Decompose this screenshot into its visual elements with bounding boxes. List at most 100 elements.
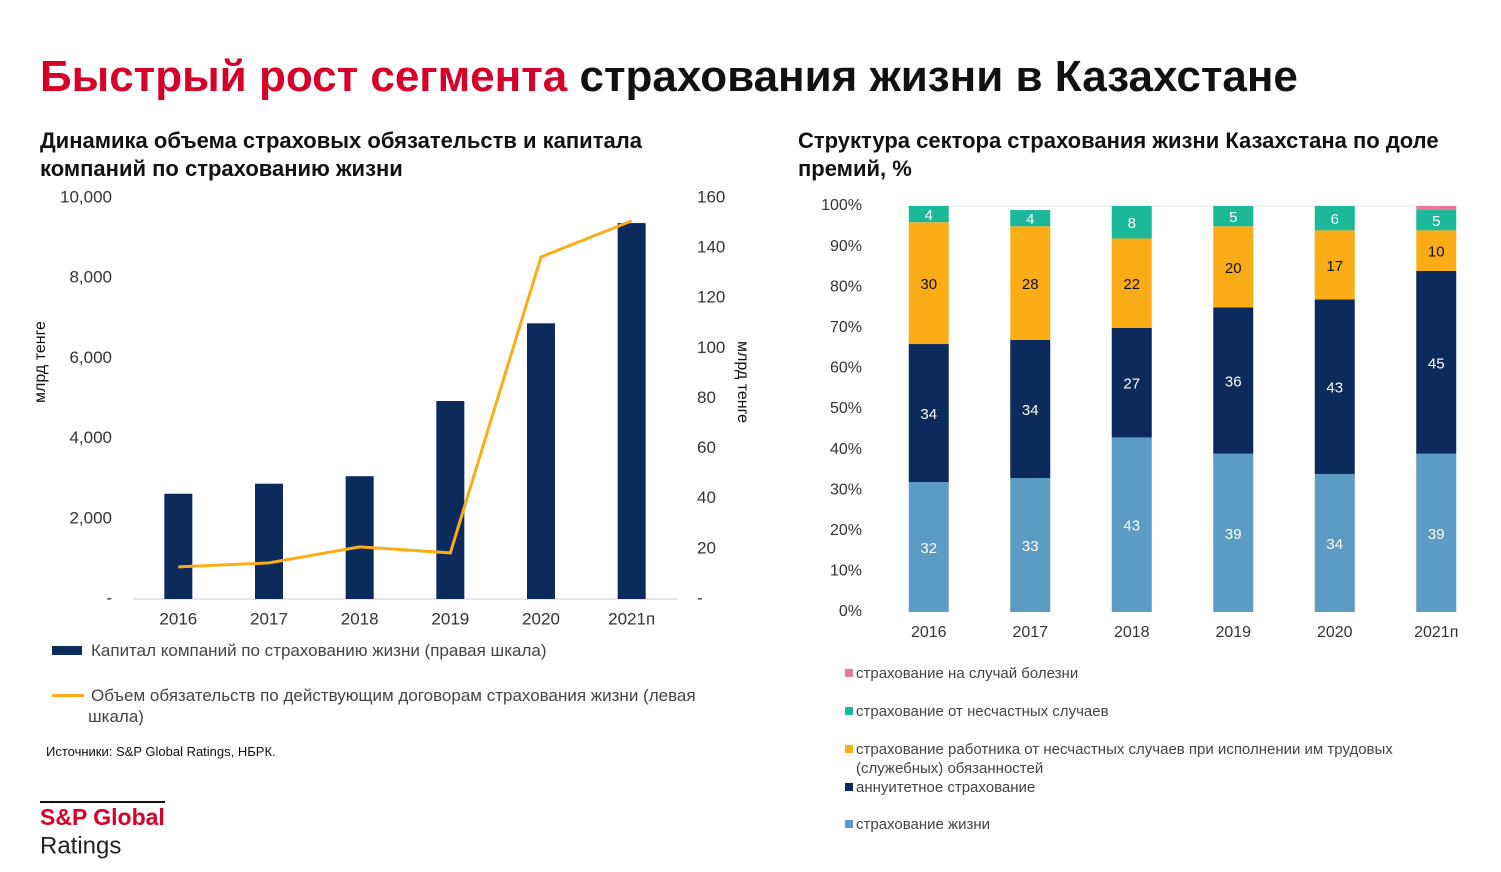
y2-axis-label: млрд тенге — [734, 341, 751, 423]
bar-segment — [908, 482, 949, 612]
y2-tick-label: 40 — [697, 488, 716, 507]
value-label: 32 — [920, 540, 937, 557]
x-tick-label: 2019 — [1215, 624, 1251, 641]
bar-segment — [1213, 206, 1254, 227]
y-tick-label: 60% — [830, 360, 862, 377]
bar — [255, 483, 283, 599]
legend-label: страхование на случай болезни — [856, 665, 1079, 682]
value-label: 28 — [1022, 276, 1039, 293]
y-tick-label: 6,000 — [69, 348, 112, 367]
x-tick-label: 2017 — [1012, 624, 1048, 641]
x-tick-label: 2019 — [431, 609, 469, 628]
legend-label: аннуитетное страхование — [856, 779, 1036, 796]
legend-marker — [845, 669, 853, 677]
legend-label: страхование от несчастных случаев — [856, 703, 1109, 720]
y-tick-label: 4,000 — [69, 428, 112, 447]
bar — [436, 401, 465, 599]
x-tick-label: 2018 — [1114, 624, 1150, 641]
legend-marker — [845, 783, 853, 791]
value-label: 43 — [1123, 518, 1140, 535]
y-tick-label: 10% — [830, 563, 862, 580]
value-label: 30 — [920, 276, 937, 293]
bar-segment — [1314, 299, 1355, 474]
bar-segment — [1111, 437, 1152, 612]
chart-title: Динамика объема страховых обязательств и… — [40, 128, 642, 181]
x-tick-label: 2017 — [250, 609, 288, 628]
main-title: Быстрый рост сегмента страхования жизни … — [40, 52, 1298, 102]
bar-segment — [1010, 478, 1051, 612]
legend-marker — [52, 646, 82, 655]
value-label: 34 — [1022, 402, 1039, 419]
value-label: 4 — [1026, 211, 1034, 228]
x-tick-label: 2020 — [1317, 624, 1353, 641]
y-tick-label: 90% — [830, 238, 862, 255]
x-tick-label: 2016 — [911, 624, 947, 641]
legend-marker — [52, 694, 84, 697]
value-label: 34 — [1326, 536, 1343, 553]
line — [178, 219, 633, 569]
bar-segment — [1010, 210, 1051, 227]
bar — [345, 476, 374, 599]
legend-label: Объем обязательств по действующим догово… — [88, 686, 696, 726]
title-red: Быстрый рост сегмента — [40, 52, 568, 101]
y2-tick-label: 160 — [697, 187, 725, 206]
bar-segment — [1416, 210, 1457, 231]
value-label: 33 — [1022, 538, 1039, 555]
y-tick-label: - — [106, 588, 112, 607]
bar-segment — [1314, 230, 1355, 300]
bar-segment — [1416, 230, 1457, 271]
bar-segment — [1111, 238, 1152, 328]
x-tick-label: 2016 — [159, 609, 197, 628]
chart-title: Структура сектора страхования жизни Каза… — [798, 128, 1439, 181]
bar-segment — [1213, 307, 1254, 454]
source-note: Источники: S&P Global Ratings, НБРК. — [46, 744, 276, 759]
title-black: страхования жизни в Казахстане — [579, 52, 1298, 101]
bar-segment — [1416, 453, 1457, 612]
value-label: 27 — [1123, 376, 1140, 393]
x-tick-label: 2021п — [608, 609, 655, 628]
bar-segment — [1213, 226, 1254, 308]
y-tick-label: 10,000 — [60, 187, 112, 206]
bar-segment — [908, 344, 949, 483]
y2-tick-label: 140 — [697, 238, 725, 257]
y-tick-label: 2,000 — [69, 508, 112, 527]
y-tick-label: 30% — [830, 481, 862, 498]
logo-line2: Ratings — [40, 832, 121, 859]
logo-line1: S&P Global — [40, 804, 165, 830]
bar-segment — [1314, 206, 1355, 231]
legend-marker — [845, 820, 853, 828]
legend-marker — [845, 707, 853, 715]
value-label: 10 — [1428, 244, 1445, 261]
x-tick-label: 2018 — [341, 609, 379, 628]
value-label: 5 — [1432, 213, 1440, 230]
value-label: 34 — [920, 406, 937, 423]
bar-segment — [1416, 206, 1457, 211]
value-label: 39 — [1428, 526, 1445, 543]
bar — [617, 223, 646, 599]
y-axis-label: млрд тенге — [32, 321, 49, 403]
value-label: 45 — [1428, 355, 1445, 372]
legend-marker — [845, 745, 853, 753]
y-tick-label: 50% — [830, 400, 862, 417]
bar-segment — [1314, 473, 1355, 612]
legend-label: страхование жизни — [856, 816, 990, 833]
y2-tick-label: - — [697, 588, 703, 607]
bar-segment — [908, 206, 949, 223]
y2-tick-label: 80 — [697, 388, 716, 407]
value-label: 5 — [1229, 209, 1237, 226]
value-label: 8 — [1128, 215, 1136, 232]
value-label: 1 — [1432, 193, 1440, 210]
y-tick-label: 20% — [830, 522, 862, 539]
value-label: 43 — [1326, 380, 1343, 397]
y2-tick-label: 100 — [697, 338, 725, 357]
y-tick-label: 0% — [839, 603, 862, 620]
y-tick-label: 8,000 — [69, 268, 112, 287]
bar-segment — [1416, 270, 1457, 454]
x-tick-label: 2020 — [522, 609, 560, 628]
value-label: 20 — [1225, 260, 1242, 277]
bar-segment — [1213, 453, 1254, 612]
bar — [527, 323, 555, 599]
y2-tick-label: 120 — [697, 288, 725, 307]
